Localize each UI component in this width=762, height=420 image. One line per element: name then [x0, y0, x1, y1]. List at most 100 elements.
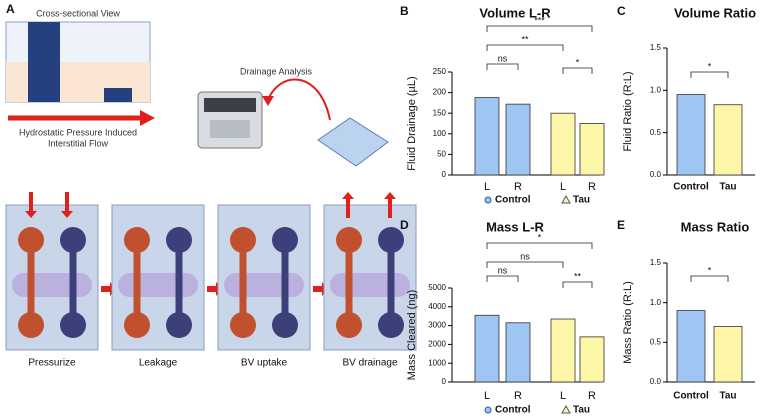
- vessel-end: [336, 312, 362, 338]
- y-tick-label: 100: [433, 129, 447, 138]
- x-tick-label: R: [588, 390, 596, 402]
- significance-bracket: [690, 275, 729, 282]
- legend-label: Control: [495, 195, 531, 206]
- vessel-end: [18, 312, 44, 338]
- significance-bracket: [486, 261, 564, 268]
- y-tick-label: 0.0: [650, 377, 662, 386]
- chip-chamber: [330, 273, 410, 297]
- vessel-end: [124, 227, 150, 253]
- transfer-arrow-head: [262, 96, 274, 106]
- significance-bracket: [690, 71, 729, 78]
- significance-label: ns: [520, 251, 530, 261]
- chip-chamber: [12, 273, 92, 297]
- y-tick-label: 0: [442, 170, 447, 179]
- legend-marker: [484, 406, 492, 414]
- y-axis-title: Mass Ratio (R:L): [622, 281, 634, 364]
- step-label: Leakage: [139, 358, 178, 369]
- significance-label: ***: [534, 15, 545, 25]
- pressure-arrow-head: [342, 192, 354, 199]
- vessel-end: [378, 312, 404, 338]
- bar: [474, 97, 500, 176]
- legend-label: Tau: [573, 195, 590, 206]
- chart-title: Volume L-R: [479, 5, 551, 20]
- bar: [713, 104, 743, 176]
- x-tick-label: L: [484, 181, 490, 193]
- panel-letter: B: [400, 4, 409, 18]
- significance-bracket: [486, 275, 519, 282]
- well-plate: [317, 117, 389, 167]
- vessel-end: [18, 227, 44, 253]
- x-tick-label: L: [560, 390, 566, 402]
- y-tick-label: 4000: [428, 302, 446, 311]
- legend-marker: [561, 404, 571, 414]
- vessel-end: [378, 227, 404, 253]
- vessel-end: [60, 227, 86, 253]
- legend-marker: [484, 196, 492, 204]
- step-label: BV drainage: [342, 358, 397, 369]
- significance-label: *: [708, 61, 712, 71]
- chart-title: Mass L-R: [486, 219, 544, 234]
- transfer-arrow: [267, 78, 331, 121]
- x-tick-label: Tau: [719, 391, 736, 402]
- pressure-arrow-head: [25, 211, 37, 218]
- diagram-label: Drainage Analysis: [240, 66, 313, 76]
- step-label: Pressurize: [28, 358, 76, 369]
- panel-letter: E: [617, 218, 625, 232]
- x-tick-label: L: [560, 181, 566, 193]
- bar: [505, 322, 531, 383]
- significance-bracket: [562, 67, 593, 74]
- diagram-label: Interstitial Flow: [48, 138, 109, 148]
- y-tick-label: 1.0: [650, 298, 662, 307]
- pressure-arrow-head: [61, 211, 73, 218]
- legend-label: Control: [495, 405, 531, 416]
- significance-label: ns: [498, 265, 508, 275]
- y-axis-title: Fluid Drainage (µL): [406, 76, 418, 170]
- bar: [550, 318, 576, 383]
- significance-bracket: [562, 281, 593, 288]
- instrument-tray: [210, 120, 250, 138]
- x-tick-label: Control: [673, 182, 709, 193]
- x-tick-label: R: [514, 181, 522, 193]
- significance-label: *: [576, 57, 580, 67]
- y-tick-label: 2000: [428, 340, 446, 349]
- y-tick-label: 200: [433, 88, 447, 97]
- vessel-end: [230, 227, 256, 253]
- y-tick-label: 3000: [428, 321, 446, 330]
- y-axis-title: Fluid Ratio (R:L): [622, 71, 634, 151]
- bar: [676, 94, 706, 176]
- chart-title: Volume Ratio: [674, 5, 756, 20]
- y-tick-label: 0.5: [650, 337, 662, 346]
- vessel-end: [166, 227, 192, 253]
- y-tick-label: 5000: [428, 283, 446, 292]
- legend-marker: [561, 194, 571, 204]
- vessel-end: [230, 312, 256, 338]
- y-tick-label: 0: [442, 377, 447, 386]
- significance-label: *: [538, 232, 542, 242]
- vessel-end: [124, 312, 150, 338]
- y-tick-label: 250: [433, 67, 447, 76]
- diagram-art: [5, 21, 389, 167]
- x-tick-label: L: [484, 390, 490, 402]
- bar: [579, 123, 605, 176]
- bar: [474, 314, 500, 383]
- diagram-label: Hydrostatic Pressure Induced: [19, 127, 137, 137]
- x-tick-label: Control: [673, 391, 709, 402]
- significance-bracket: [486, 63, 519, 70]
- pressure-arrow-head: [384, 192, 396, 199]
- y-tick-label: 1.5: [650, 43, 662, 52]
- panel-letter: D: [400, 218, 409, 232]
- channel-left: [28, 22, 60, 102]
- channel-right: [104, 88, 132, 102]
- significance-label: **: [574, 271, 582, 281]
- bar: [579, 336, 605, 383]
- vessel-end: [272, 227, 298, 253]
- y-tick-label: 150: [433, 108, 447, 117]
- chart-title: Mass Ratio: [681, 219, 750, 234]
- significance-label: ns: [498, 53, 508, 63]
- chip-chamber: [118, 273, 198, 297]
- step-label: BV uptake: [241, 358, 288, 369]
- significance-label: *: [708, 265, 712, 275]
- bar: [713, 326, 743, 383]
- significance-label: **: [521, 34, 529, 44]
- flow-arrow-head: [140, 110, 155, 126]
